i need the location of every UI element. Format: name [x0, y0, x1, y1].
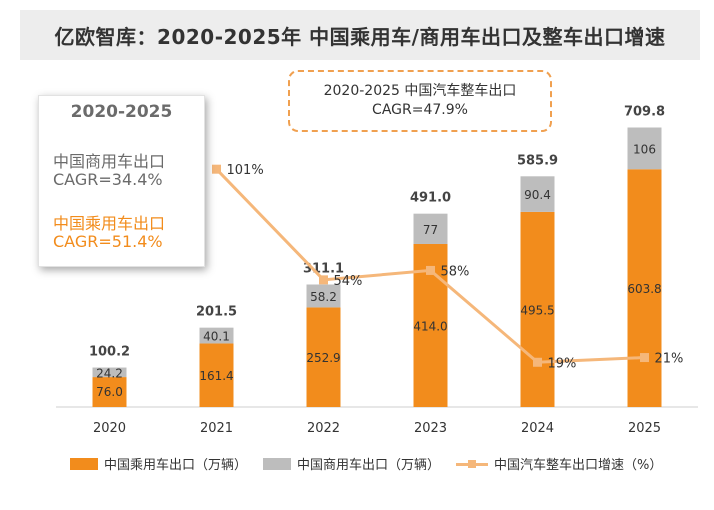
passenger-cagr: CAGR=51.4%: [53, 232, 163, 251]
commercial-cagr: CAGR=34.4%: [53, 170, 163, 189]
x-tick-2024: 2024: [521, 421, 554, 436]
bar-commercial-2020: [92, 367, 127, 378]
title-bar: 亿欧智库：2020-2025年 中国乘用车/商用车出口及整车出口增速: [20, 10, 700, 60]
label-total-2022: 311.1: [303, 262, 344, 277]
passenger-label: 中国乘用车出口: [53, 214, 166, 233]
label-total-2020: 100.2: [89, 345, 130, 360]
label-commercial-2020: 24.2: [96, 366, 123, 380]
label-total-2023: 491.0: [410, 191, 451, 206]
cagr-summary-card: 2020-2025 中国商用车出口 CAGR=34.4% 中国乘用车出口 CAG…: [38, 95, 205, 267]
commercial-swatch: [263, 457, 292, 470]
total-cagr-box: 2020-2025 中国汽车整车出口 CAGR=47.9%: [288, 70, 552, 132]
legend-label-growth: 中国汽车整车出口增速（%）: [494, 458, 663, 473]
bar-commercial-2024: [520, 176, 555, 212]
label-commercial-2022: 58.2: [310, 290, 337, 304]
x-tick-2022: 2022: [307, 421, 340, 436]
x-tick-2023: 2023: [414, 421, 447, 436]
label-passenger-2022: 252.9: [306, 351, 340, 365]
growth-point-2025: [640, 353, 649, 363]
total-cagr-label: 2020-2025 中国汽车整车出口: [323, 83, 517, 99]
total-cagr-value: CAGR=47.9%: [372, 102, 468, 118]
passenger-swatch: [70, 457, 98, 470]
label-passenger-2020: 76.0: [96, 385, 123, 399]
bar-commercial-2021: [199, 327, 234, 344]
growth-point-2022: [319, 275, 328, 285]
label-passenger-2023: 414.0: [413, 319, 447, 333]
label-commercial-2024: 90.4: [524, 188, 551, 202]
legend-item-commercial: 中国商用车出口（万辆）: [263, 454, 440, 473]
growth-point-2024: [533, 357, 542, 367]
bar-passenger-2022: [306, 307, 341, 407]
x-tick-2021: 2021: [200, 421, 233, 436]
bar-passenger-2024: [520, 211, 555, 407]
bar-commercial-2023: [413, 213, 448, 244]
legend-item-growth: 中国汽车整车出口增速（%）: [456, 454, 662, 473]
x-tick-2025: 2025: [628, 421, 661, 436]
bar-passenger-2021: [199, 343, 234, 407]
label-total-2021: 201.5: [196, 305, 237, 320]
growth-label-2022: 54%: [334, 274, 363, 289]
growth-label-2024: 19%: [548, 356, 577, 371]
growth-label-2021: 101%: [227, 163, 264, 178]
commercial-label: 中国商用车出口: [53, 152, 166, 171]
label-commercial-2023: 77: [423, 223, 438, 237]
bar-commercial-2025: [627, 127, 662, 170]
label-passenger-2024: 495.5: [520, 303, 554, 317]
growth-label-2025: 21%: [655, 352, 684, 367]
bar-commercial-2022: [306, 284, 341, 308]
growth-line-swatch: [456, 458, 489, 470]
legend-label-passenger: 中国乘用车出口（万辆）: [104, 458, 248, 473]
label-total-2025: 709.8: [624, 105, 665, 120]
x-tick-2020: 2020: [93, 421, 126, 436]
legend-label-commercial: 中国商用车出口（万辆）: [297, 458, 441, 473]
chart-title: 亿欧智库：2020-2025年 中国乘用车/商用车出口及整车出口增速: [54, 24, 666, 49]
label-passenger-2021: 161.4: [199, 369, 233, 383]
growth-point-2021: [212, 164, 221, 174]
label-passenger-2025: 603.8: [627, 282, 661, 296]
bar-passenger-2020: [92, 377, 127, 407]
label-commercial-2021: 40.1: [203, 330, 230, 344]
card-period: 2020-2025: [70, 102, 173, 122]
growth-label-2023: 58%: [441, 264, 470, 279]
label-total-2024: 585.9: [517, 153, 558, 168]
bar-passenger-2025: [627, 169, 662, 407]
label-commercial-2025: 106: [633, 142, 656, 156]
legend-item-passenger: 中国乘用车出口（万辆）: [70, 454, 247, 473]
growth-point-2023: [426, 265, 435, 275]
legend: 中国乘用车出口（万辆） 中国商用车出口（万辆） 中国汽车整车出口增速（%）: [70, 454, 678, 473]
